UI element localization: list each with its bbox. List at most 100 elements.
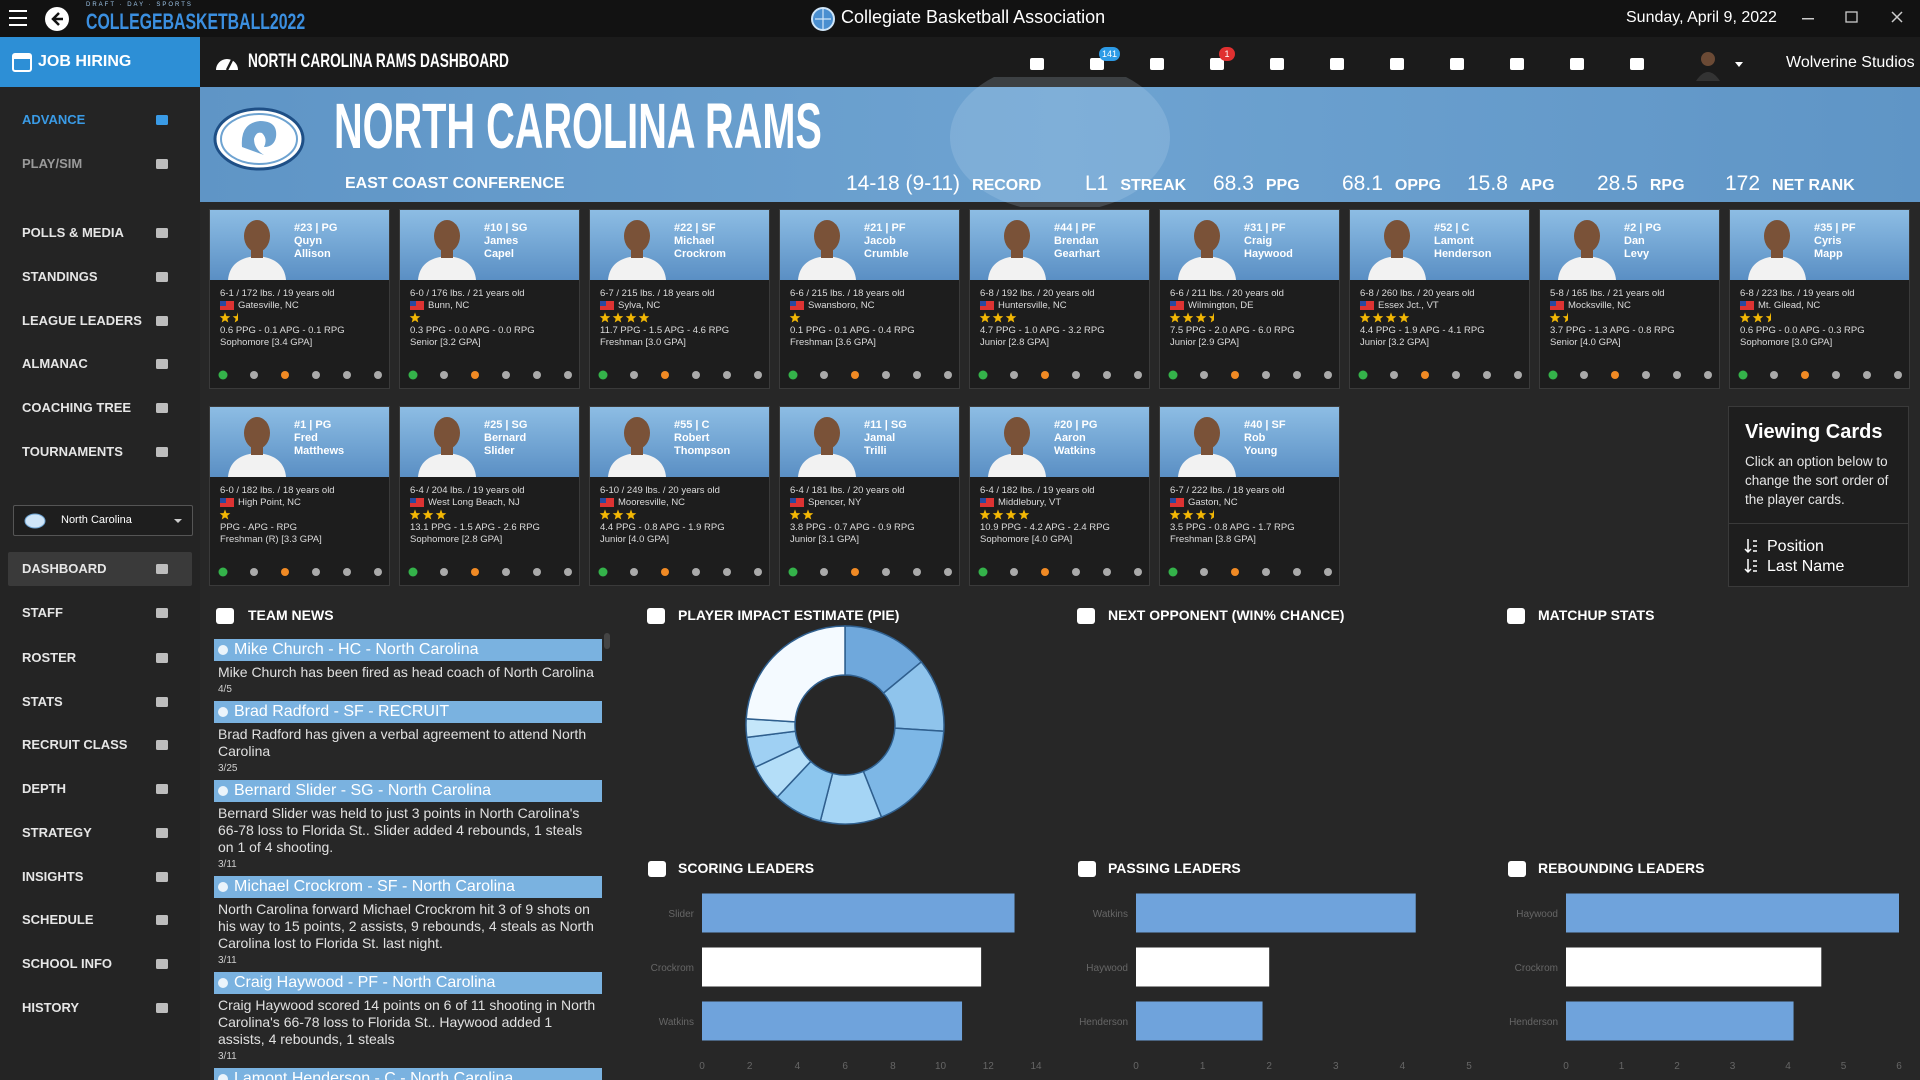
- action-icon[interactable]: [471, 371, 479, 379]
- action-icon[interactable]: [533, 371, 541, 379]
- sidebar-icon[interactable]: [154, 444, 170, 460]
- player-card[interactable]: #40 | SF Rob Young 6-7 / 222 lbs. / 18 year…: [1159, 406, 1340, 586]
- action-icon[interactable]: [820, 568, 828, 576]
- action-icon[interactable]: [1293, 568, 1301, 576]
- sidebar-icon[interactable]: [154, 869, 170, 885]
- sidebar-item[interactable]: ADVANCE: [22, 112, 86, 127]
- player-card[interactable]: #2 | PG Dan Levy 5-8 / 165 lbs. / 21 years …: [1539, 209, 1720, 389]
- back-button[interactable]: [44, 6, 70, 32]
- player-card[interactable]: #52 | C Lamont Henderson 6-8 / 260 lbs. / 2…: [1349, 209, 1530, 389]
- action-icon[interactable]: [564, 568, 572, 576]
- user-avatar[interactable]: [1690, 47, 1782, 83]
- action-icon[interactable]: [661, 371, 669, 379]
- action-icon[interactable]: [471, 568, 479, 576]
- player-card[interactable]: #22 | SF Michael Crockrom 6-7 / 215 lbs. / …: [589, 209, 770, 389]
- sidebar-icon[interactable]: [154, 561, 170, 577]
- nav-icon[interactable]: [1447, 54, 1467, 74]
- player-card[interactable]: #23 | PG Quyn Allison 6-1 / 172 lbs. / 19 y…: [209, 209, 390, 389]
- action-icon[interactable]: [1673, 371, 1681, 379]
- sidebar-icon[interactable]: [154, 225, 170, 241]
- action-icon[interactable]: [1548, 370, 1558, 380]
- action-icon[interactable]: [630, 568, 638, 576]
- action-icon[interactable]: [374, 371, 382, 379]
- sidebar-item[interactable]: TOURNAMENTS: [22, 444, 123, 459]
- action-icon[interactable]: [1642, 371, 1650, 379]
- action-icon[interactable]: [913, 568, 921, 576]
- nav-icon[interactable]: [1087, 54, 1107, 74]
- sidebar-item[interactable]: INSIGHTS: [22, 869, 84, 884]
- sidebar-item[interactable]: STATS: [22, 694, 63, 709]
- action-icon[interactable]: [564, 371, 572, 379]
- sidebar-icon[interactable]: [154, 269, 170, 285]
- sidebar-item[interactable]: LEAGUE LEADERS: [22, 313, 142, 328]
- action-icon[interactable]: [1041, 568, 1049, 576]
- action-icon[interactable]: [788, 567, 798, 577]
- sidebar-item[interactable]: SCHOOL INFO: [22, 956, 113, 971]
- action-icon[interactable]: [408, 567, 418, 577]
- sidebar-item[interactable]: STANDINGS: [22, 269, 98, 284]
- action-icon[interactable]: [944, 371, 952, 379]
- action-icon[interactable]: [692, 371, 700, 379]
- user-name[interactable]: Wolverine Studios: [1786, 54, 1915, 71]
- action-icon[interactable]: [1010, 568, 1018, 576]
- sidebar-item[interactable]: COACHING TREE: [22, 400, 132, 415]
- sidebar-icon[interactable]: [154, 912, 170, 928]
- action-icon[interactable]: [1894, 371, 1902, 379]
- sidebar-item[interactable]: SCHEDULE: [22, 912, 94, 927]
- action-icon[interactable]: [1358, 370, 1368, 380]
- action-icon[interactable]: [1231, 568, 1239, 576]
- action-icon[interactable]: [312, 371, 320, 379]
- action-icon[interactable]: [661, 568, 669, 576]
- player-card[interactable]: #44 | PF Brendan Gearhart 6-8 / 192 lbs. / …: [969, 209, 1150, 389]
- action-icon[interactable]: [343, 371, 351, 379]
- sidebar-icon[interactable]: [154, 1000, 170, 1016]
- action-icon[interactable]: [1262, 371, 1270, 379]
- action-icon[interactable]: [882, 371, 890, 379]
- player-card[interactable]: #21 | PF Jacob Crumble 6-6 / 215 lbs. / 18 …: [779, 209, 960, 389]
- action-icon[interactable]: [502, 568, 510, 576]
- action-icon[interactable]: [312, 568, 320, 576]
- action-icon[interactable]: [1072, 371, 1080, 379]
- action-icon[interactable]: [692, 568, 700, 576]
- sidebar-icon[interactable]: [154, 605, 170, 621]
- action-icon[interactable]: [218, 370, 228, 380]
- action-icon[interactable]: [913, 371, 921, 379]
- sort-icon[interactable]: [1744, 538, 1758, 554]
- news-headline[interactable]: Bernard Slider - SG - North Carolina: [214, 780, 602, 802]
- sidebar-icon[interactable]: [154, 956, 170, 972]
- action-icon[interactable]: [598, 370, 608, 380]
- action-icon[interactable]: [1103, 568, 1111, 576]
- team-selector[interactable]: North Carolina: [13, 505, 193, 536]
- news-headline[interactable]: Brad Radford - SF - RECRUIT: [214, 701, 602, 723]
- action-icon[interactable]: [281, 371, 289, 379]
- scrollbar[interactable]: [604, 633, 610, 649]
- action-icon[interactable]: [1390, 371, 1398, 379]
- action-icon[interactable]: [1010, 371, 1018, 379]
- sidebar-icon[interactable]: [154, 737, 170, 753]
- action-icon[interactable]: [1072, 568, 1080, 576]
- sidebar-item[interactable]: DEPTH: [22, 781, 67, 796]
- news-headline[interactable]: Lamont Henderson - C - North Carolina: [214, 1068, 602, 1080]
- sidebar-icon[interactable]: [154, 313, 170, 329]
- nav-icon[interactable]: [1267, 54, 1287, 74]
- action-icon[interactable]: [1324, 568, 1332, 576]
- sidebar-item[interactable]: PLAY/SIM: [22, 156, 83, 171]
- window-controls[interactable]: [1800, 8, 1910, 28]
- action-icon[interactable]: [1801, 371, 1809, 379]
- action-icon[interactable]: [250, 568, 258, 576]
- player-card[interactable]: #10 | SG James Capel 6-0 / 176 lbs. / 21 ye…: [399, 209, 580, 389]
- action-icon[interactable]: [978, 567, 988, 577]
- action-icon[interactable]: [1863, 371, 1871, 379]
- action-icon[interactable]: [1738, 370, 1748, 380]
- action-icon[interactable]: [533, 568, 541, 576]
- nav-icon[interactable]: [1327, 54, 1347, 74]
- player-card[interactable]: #11 | SG Jamal Trilli 6-4 / 181 lbs. / 20 y…: [779, 406, 960, 586]
- action-icon[interactable]: [788, 370, 798, 380]
- action-icon[interactable]: [343, 568, 351, 576]
- news-headline[interactable]: Michael Crockrom - SF - North Carolina: [214, 876, 602, 898]
- sidebar-item[interactable]: STAFF: [22, 605, 63, 620]
- action-icon[interactable]: [1611, 371, 1619, 379]
- action-icon[interactable]: [820, 371, 828, 379]
- sidebar-icon[interactable]: [154, 356, 170, 372]
- action-icon[interactable]: [1262, 568, 1270, 576]
